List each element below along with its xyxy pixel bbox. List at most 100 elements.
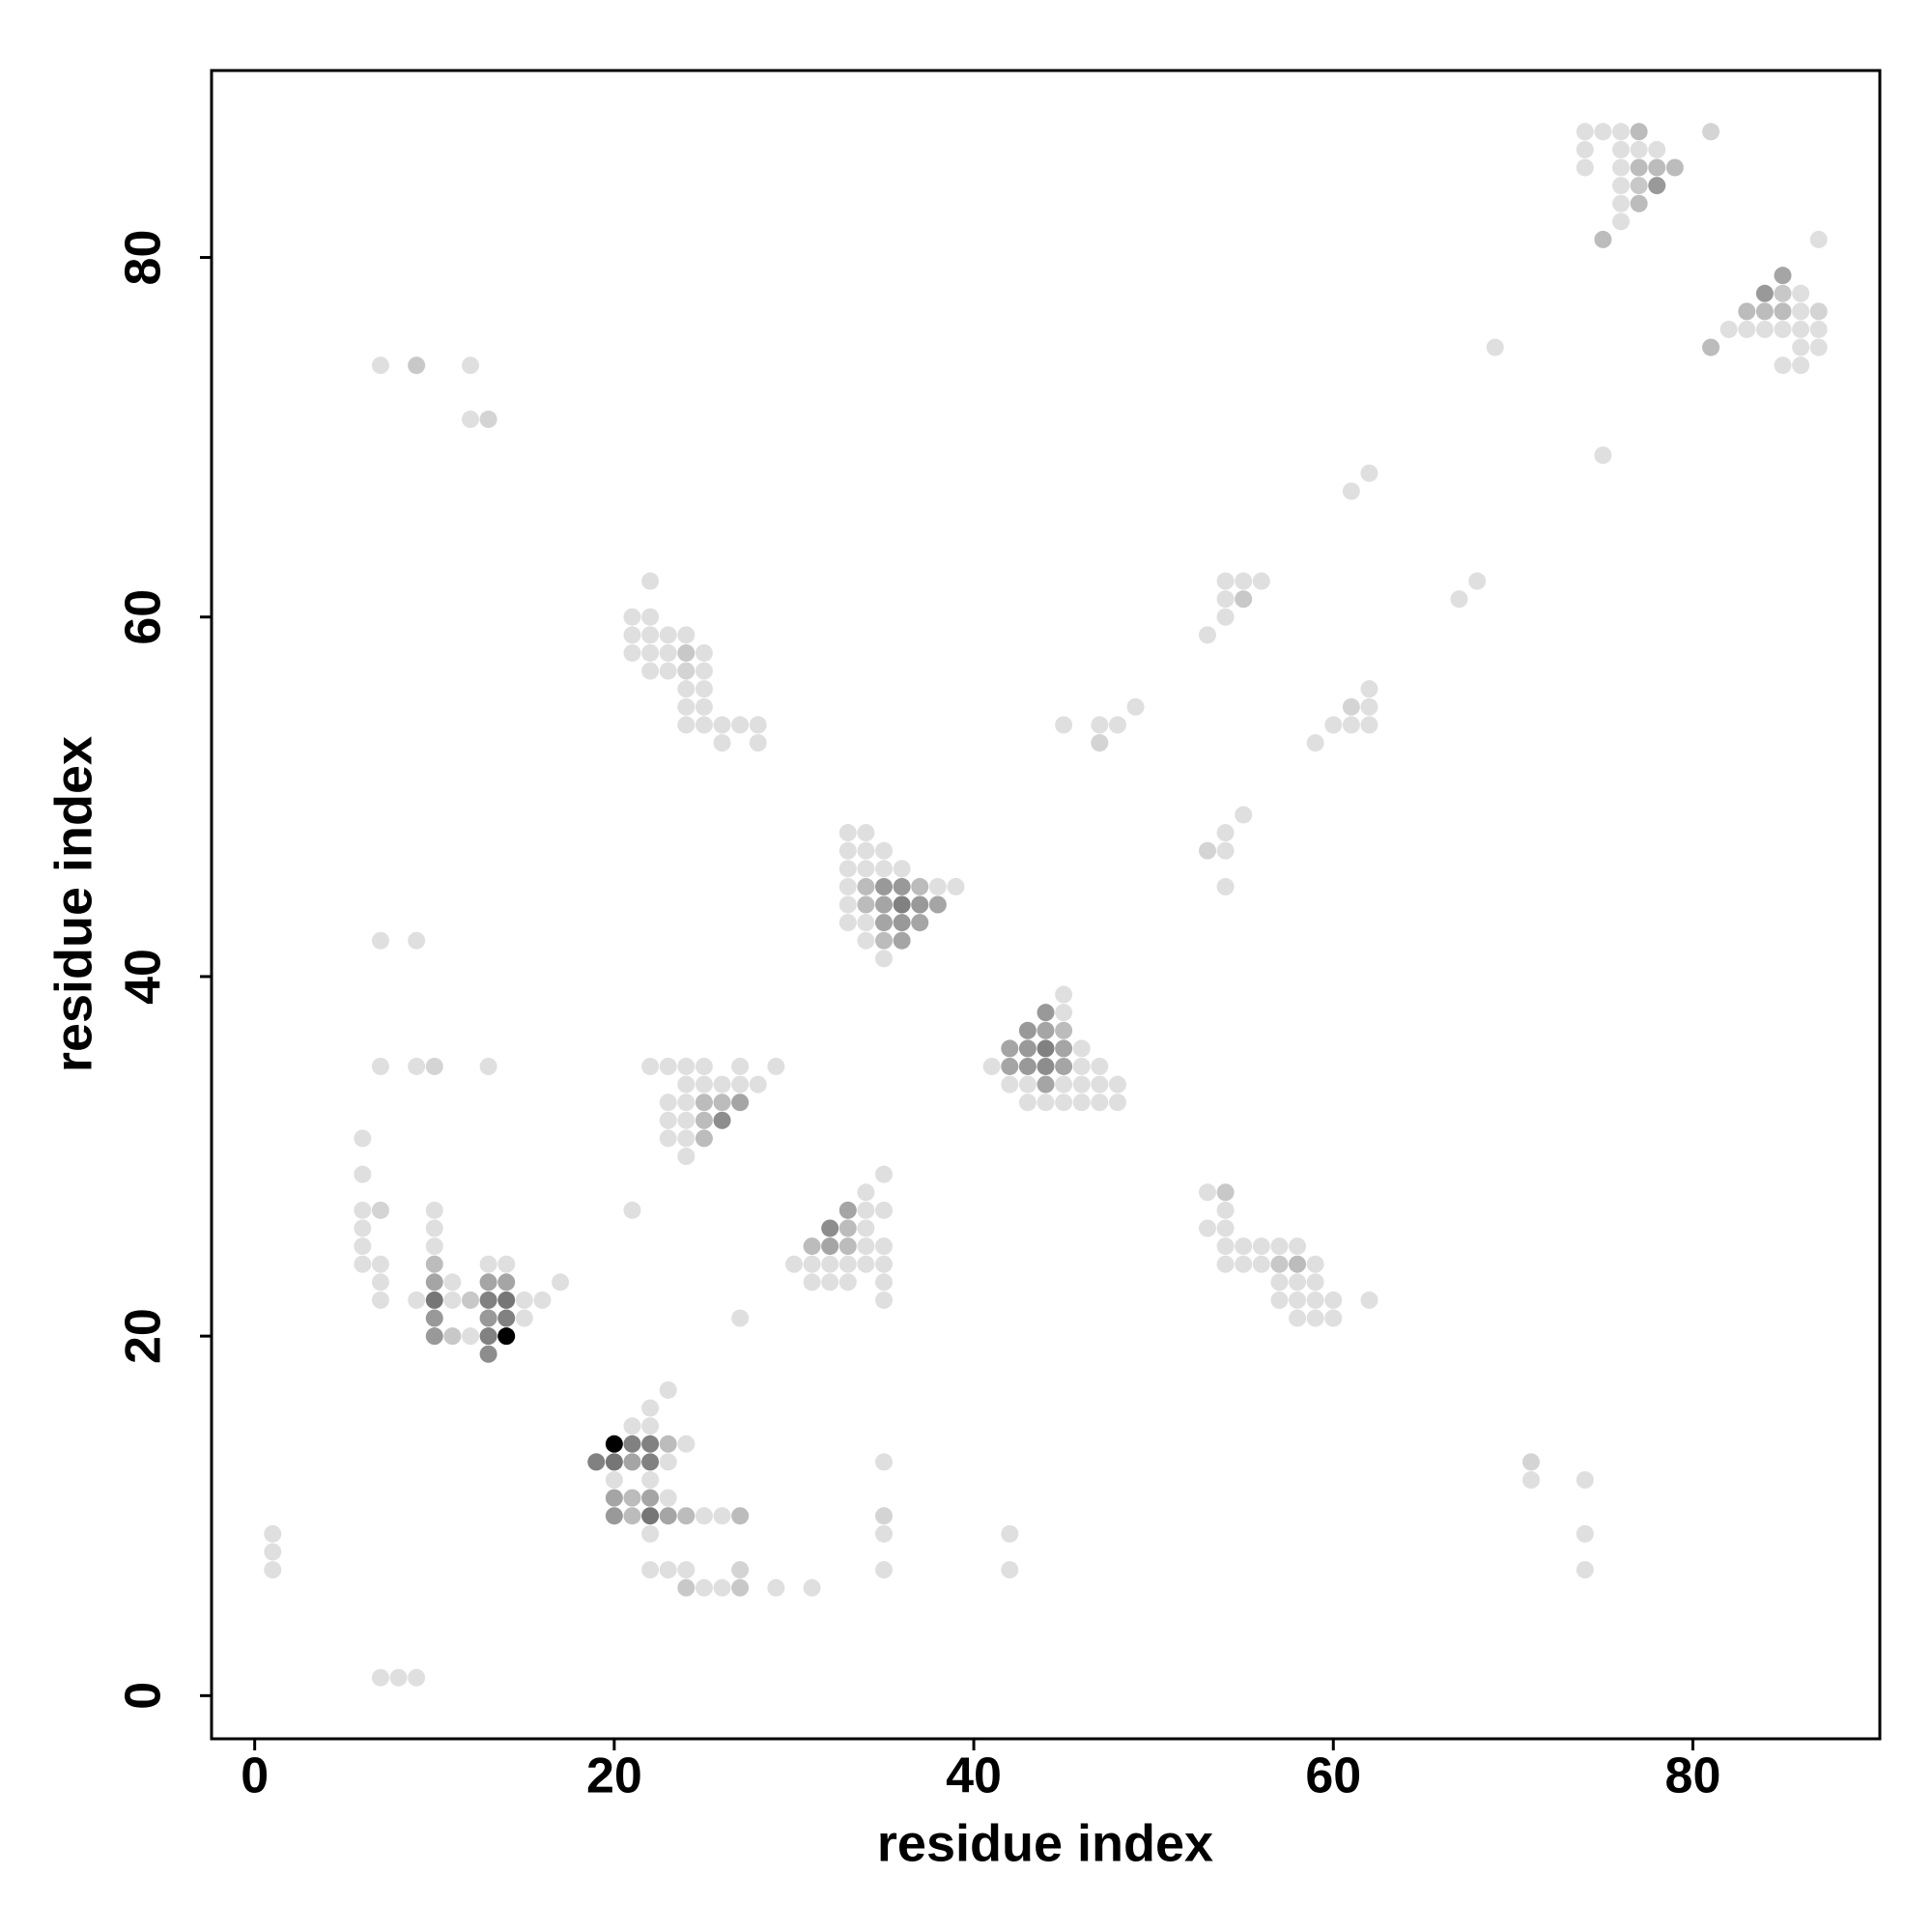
contact-point [659,1111,677,1129]
contact-point [461,1291,479,1309]
contact-point [803,1237,821,1256]
y-tick-label: 20 [116,1308,172,1364]
y-tick-label: 40 [116,949,172,1005]
contact-point [911,877,929,895]
contact-point [875,895,894,914]
contact-point [497,1309,516,1327]
contact-point [1612,194,1631,213]
contact-point [623,1201,641,1219]
contact-point [1001,1524,1019,1543]
contact-point [1630,123,1648,141]
contact-point [1792,320,1810,338]
x-axis-title: residue index [877,1814,1213,1872]
contact-point [479,1309,497,1327]
contact-point [1612,158,1631,177]
contact-point [1755,302,1774,321]
contact-point [623,626,641,644]
contact-point [1252,1237,1270,1256]
contact-point [1576,158,1594,177]
contact-point [461,411,479,429]
contact-point [1792,302,1810,321]
contact-point [1702,338,1720,356]
plot-frame [210,69,1882,1741]
contact-point [911,914,929,932]
contact-point [1774,320,1792,338]
contact-point [838,1273,857,1292]
contact-point [479,411,497,429]
contact-point [605,1471,623,1490]
contact-point [371,1201,389,1219]
contact-point [928,877,947,895]
contact-point [857,1237,875,1256]
contact-point [1037,1039,1055,1058]
contact-point [1037,1094,1055,1112]
contact-point [425,1237,443,1256]
contact-point [1774,356,1792,375]
contact-point [1216,590,1235,609]
contact-point [408,1668,426,1687]
contact-point [982,1057,1001,1075]
contact-point [1306,1273,1324,1292]
contact-point [803,1255,821,1273]
contact-point [875,1561,894,1579]
contact-point [1216,824,1235,842]
contact-point [893,914,911,932]
contact-point [1809,320,1828,338]
contact-point [857,1183,875,1202]
contact-point [1235,806,1253,824]
contact-point [497,1327,516,1346]
contact-point [767,1578,785,1597]
contact-point [515,1291,533,1309]
contact-point [928,895,947,914]
contact-point [1018,1075,1037,1094]
contact-point [1630,140,1648,158]
contact-point [1486,338,1504,356]
contact-point [731,716,750,734]
contact-point [893,860,911,878]
contact-point [677,680,696,698]
y-tick-label: 80 [116,230,172,286]
contact-point [1055,1004,1073,1022]
contact-point [497,1273,516,1292]
contact-point [1360,1291,1378,1309]
contact-point [677,1129,696,1148]
contact-point [443,1273,462,1292]
contact-point [1108,716,1126,734]
contact-point [857,1219,875,1237]
contact-point [354,1219,372,1237]
contact-point [875,1273,894,1292]
contact-point [875,1291,894,1309]
contact-point [875,1255,894,1273]
contact-point [1324,1291,1343,1309]
contact-point [605,1489,623,1507]
contact-point [623,1435,641,1453]
contact-point [425,1201,443,1219]
contact-point [1289,1255,1307,1273]
contact-point [767,1057,785,1075]
contact-point [731,1075,750,1094]
contact-point [1198,841,1216,860]
contact-point [1018,1094,1037,1112]
contact-point [1072,1039,1091,1058]
contact-point [893,895,911,914]
contact-point [623,608,641,626]
contact-point [1612,140,1631,158]
contact-point [1216,572,1235,590]
contact-point [497,1291,516,1309]
contact-point [838,895,857,914]
contact-point [479,1291,497,1309]
contact-point [1612,177,1631,195]
contact-point [425,1291,443,1309]
contact-point [1001,1057,1019,1075]
contact-point [479,1273,497,1292]
contact-point [875,1507,894,1525]
contact-point [838,1255,857,1273]
contact-point [875,931,894,950]
contact-point [821,1273,839,1292]
contact-point [354,1129,372,1148]
contact-point [1630,158,1648,177]
contact-point [408,1291,426,1309]
contact-point [1055,1039,1073,1058]
